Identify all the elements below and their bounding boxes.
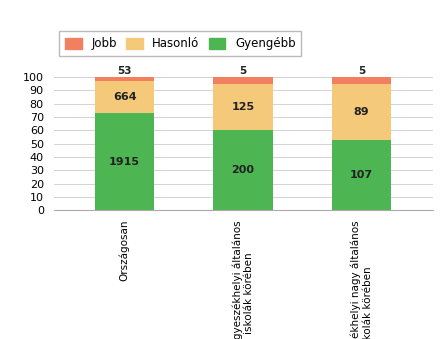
Text: 5: 5 xyxy=(358,66,365,76)
Bar xyxy=(95,113,154,210)
Bar xyxy=(214,130,273,210)
Legend: Jobb, Hasonló, Gyengébb: Jobb, Hasonló, Gyengébb xyxy=(59,32,301,56)
Bar xyxy=(95,77,154,81)
Bar xyxy=(332,77,391,84)
Text: 5: 5 xyxy=(240,66,247,76)
Text: 1915: 1915 xyxy=(109,157,140,166)
Bar xyxy=(332,84,391,140)
Bar xyxy=(332,140,391,210)
Text: 664: 664 xyxy=(113,92,136,102)
Text: 200: 200 xyxy=(231,165,255,175)
Text: 125: 125 xyxy=(231,102,255,112)
Bar xyxy=(214,84,273,130)
Text: 53: 53 xyxy=(117,66,132,76)
Bar xyxy=(95,81,154,113)
Text: 89: 89 xyxy=(354,107,369,117)
Bar xyxy=(214,77,273,84)
Text: 107: 107 xyxy=(350,170,373,180)
